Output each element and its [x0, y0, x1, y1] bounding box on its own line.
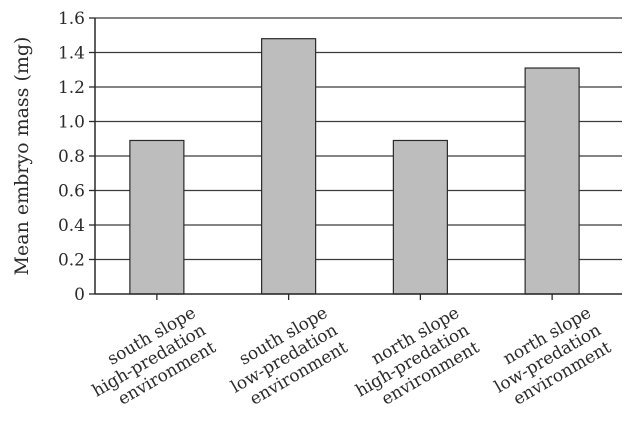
- x-category-labels: south slopehigh-predationenvironmentsout…: [89, 294, 615, 410]
- y-tick-label: 1.0: [58, 113, 85, 133]
- y-tick-label: 0.4: [58, 216, 85, 236]
- y-tick-label: 0.2: [58, 251, 85, 271]
- bar: [129, 139, 185, 295]
- y-tick-label: 1.4: [58, 44, 85, 64]
- y-tick-label: 1.2: [58, 78, 85, 98]
- bar: [524, 67, 580, 295]
- bar: [261, 38, 317, 295]
- y-tick-label: 0.6: [58, 182, 85, 202]
- y-tick-label: 0.8: [58, 147, 85, 167]
- bar: [392, 139, 448, 295]
- y-tick-label: 1.6: [58, 9, 85, 29]
- y-tick-labels: 0 0.2 0.4 0.6 0.8 1.0 1.2 1.4 1.6: [58, 9, 85, 305]
- axes: [94, 18, 622, 295]
- y-axis-label: Mean embryo mass (mg): [11, 37, 33, 276]
- bars: [129, 38, 580, 295]
- y-tick-label: 0: [74, 285, 85, 305]
